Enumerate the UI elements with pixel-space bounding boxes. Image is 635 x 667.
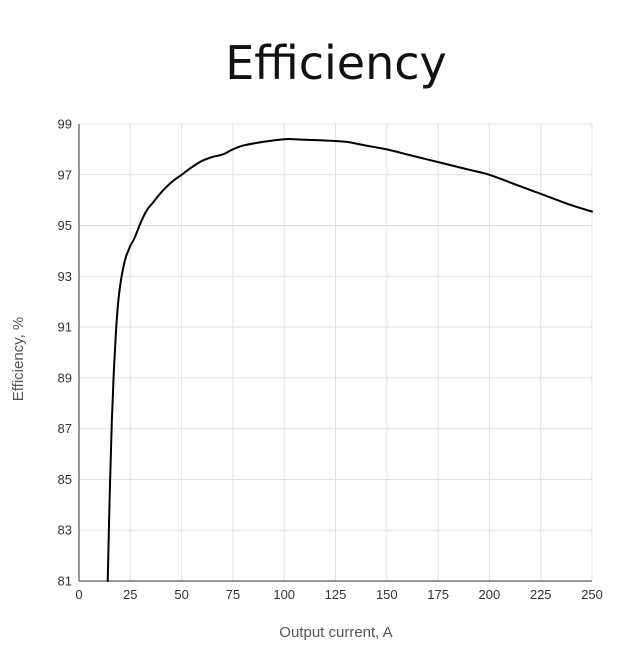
y-tick-label: 93: [58, 269, 72, 284]
x-tick-label: 100: [273, 587, 295, 602]
x-tick-label: 125: [325, 587, 347, 602]
x-tick-label: 200: [479, 587, 501, 602]
x-tick-label: 25: [123, 587, 137, 602]
tick-labels-group: 0 25 50 75 100 125 150 175 200 225 250 81 83 85 87 89 91…: [58, 117, 603, 603]
series-group: [106, 138, 593, 582]
grid-group: [78, 123, 593, 582]
y-tick-label: 87: [58, 421, 72, 436]
x-tick-label: 225: [530, 587, 552, 602]
y-tick-label: 99: [58, 117, 72, 132]
x-tick-label: 75: [226, 587, 240, 602]
x-tick-label: 50: [174, 587, 188, 602]
y-tick-label: 85: [58, 472, 72, 487]
x-axis-label: Output current, A: [279, 624, 392, 641]
x-tick-label: 0: [75, 587, 82, 602]
x-tick-label: 175: [427, 587, 449, 602]
series-line-efficiency: [106, 138, 593, 582]
y-tick-label: 97: [58, 167, 72, 182]
x-tick-label: 250: [581, 587, 603, 602]
y-tick-label: 81: [58, 574, 72, 589]
chart-title: Efficiency: [225, 36, 447, 90]
y-tick-label: 91: [58, 320, 72, 335]
x-tick-label: 150: [376, 587, 398, 602]
y-tick-label: 89: [58, 370, 72, 385]
y-tick-label: 83: [58, 523, 72, 538]
y-axis-label: Efficiency, %: [10, 317, 27, 401]
axis-group: [78, 124, 592, 582]
y-tick-label: 95: [58, 218, 72, 233]
